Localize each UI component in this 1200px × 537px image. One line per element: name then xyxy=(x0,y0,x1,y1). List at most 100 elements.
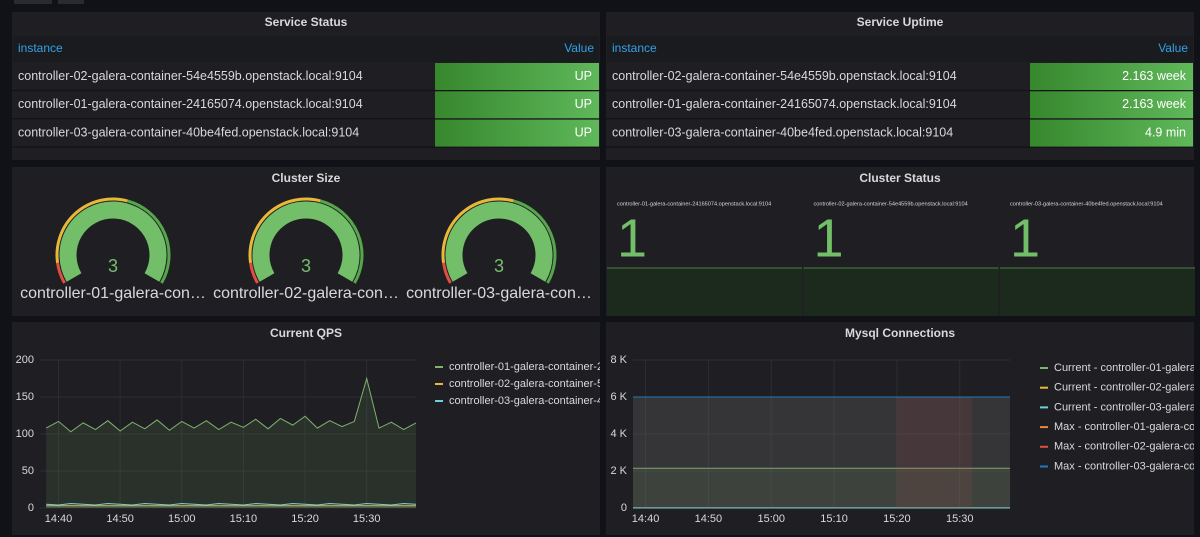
y-tick-label: 2 K xyxy=(610,465,627,477)
column-header: instance xyxy=(18,41,63,55)
cell-instance: controller-03-galera-container-40be4fed.… xyxy=(612,125,953,139)
cell-value: 4.9 min xyxy=(1145,125,1186,139)
cell-value: UP xyxy=(575,125,592,139)
y-tick-label: 0 xyxy=(621,502,627,514)
gauge-threshold xyxy=(248,197,321,264)
series-area xyxy=(633,397,1010,508)
x-tick-label: 15:10 xyxy=(230,513,258,525)
stat-label: controller-01-galera-container-24165074.… xyxy=(617,201,771,207)
table-header-bg xyxy=(13,36,599,62)
cell-value: 2.163 week xyxy=(1122,97,1187,111)
stat-label: controller-02-galera-container-54e4559b.… xyxy=(814,201,968,207)
cell-instance: controller-01-galera-container-24165074.… xyxy=(612,97,957,111)
stat-value: 1 xyxy=(617,208,647,268)
x-tick-label: 14:40 xyxy=(632,513,660,525)
legend-label: Max - controller-01-galera-cont xyxy=(1054,421,1200,433)
y-tick-label: 150 xyxy=(16,391,34,403)
gauge-threshold xyxy=(127,199,171,284)
gauge-track xyxy=(252,201,360,282)
value-cell xyxy=(435,119,599,147)
cell-instance: controller-01-galera-container-24165074.… xyxy=(18,97,363,111)
gauge-threshold xyxy=(249,262,259,284)
column-header: Value xyxy=(1158,41,1188,55)
cell-instance: controller-02-galera-container-54e4559b.… xyxy=(612,69,957,83)
legend-label: Current - controller-01-galera-co xyxy=(1054,362,1200,374)
y-tick-label: 0 xyxy=(28,502,34,514)
panel-title: Cluster Size xyxy=(272,171,341,185)
legend-label: controller-02-galera-container-54e xyxy=(449,378,615,390)
series-area xyxy=(896,397,973,508)
stat-value: 1 xyxy=(1010,208,1040,268)
panel xyxy=(12,167,600,316)
value-cell xyxy=(1030,119,1193,147)
gauge-track xyxy=(445,201,553,282)
y-tick-label: 100 xyxy=(16,428,34,440)
series-area xyxy=(633,397,1010,508)
stat-spark-area xyxy=(607,268,802,316)
legend-label: Max - controller-02-galera-cont xyxy=(1054,441,1200,453)
chart: 0 2 K 4 K 6 K 8 K 14:40 14:50 15:00 15:10 15:20 15… xyxy=(610,354,1200,525)
value-cell xyxy=(1030,63,1193,90)
x-tick-label: 15:10 xyxy=(820,513,848,525)
stat-label: controller-03-galera-container-40be4fed.… xyxy=(1010,201,1163,207)
cell-value: 2.163 week xyxy=(1122,69,1187,83)
value-cell xyxy=(435,91,599,119)
panel-title: Service Uptime xyxy=(857,15,944,29)
cell-value: UP xyxy=(575,97,592,111)
gauge-threshold xyxy=(442,262,452,284)
legend-label: Max - controller-03-galera-cont xyxy=(1054,460,1200,472)
gauge-value: 3 xyxy=(494,256,504,276)
gauge-label: controller-03-galera-con… xyxy=(406,285,592,302)
stat-spark-area xyxy=(803,268,999,316)
x-tick-label: 15:00 xyxy=(757,513,785,525)
x-tick-label: 15:30 xyxy=(353,513,381,525)
gauge-label: controller-02-galera-con… xyxy=(213,285,399,302)
cell-instance: controller-03-galera-container-40be4fed.… xyxy=(18,125,359,139)
panel-title: Cluster Status xyxy=(859,171,941,185)
gauge-threshold xyxy=(441,197,514,264)
x-tick-label: 15:00 xyxy=(168,513,196,525)
x-tick-label: 15:30 xyxy=(946,513,974,525)
legend-label: Current - controller-02-galera-co xyxy=(1054,382,1200,394)
y-tick-label: 50 xyxy=(22,465,34,477)
table-header-bg xyxy=(607,36,1193,62)
y-tick-label: 6 K xyxy=(610,391,627,403)
toolbar-button[interactable] xyxy=(58,0,84,4)
panel-title: Current QPS xyxy=(270,326,342,340)
x-tick-label: 14:40 xyxy=(45,513,73,525)
y-tick-label: 200 xyxy=(16,354,34,366)
gauge-label: controller-01-galera-con… xyxy=(20,285,206,302)
gauge-threshold xyxy=(513,199,557,284)
legend-label: controller-01-galera-container-241 xyxy=(449,361,615,373)
series-line xyxy=(45,376,417,433)
series-area xyxy=(46,505,416,508)
value-cell xyxy=(1030,91,1193,119)
x-tick-label: 15:20 xyxy=(291,513,319,525)
gauge-threshold xyxy=(55,197,128,264)
toolbar-button[interactable] xyxy=(14,0,52,4)
stat-value: 1 xyxy=(814,208,844,268)
gauge-track xyxy=(59,201,167,282)
series-area xyxy=(633,468,1010,508)
x-tick-label: 14:50 xyxy=(106,513,134,525)
value-cell xyxy=(435,63,599,90)
stat-spark-area xyxy=(1000,268,1195,316)
gauge-threshold xyxy=(56,262,66,284)
gauge-value: 3 xyxy=(301,256,311,276)
legend-label: controller-03-galera-container-40b xyxy=(449,395,615,407)
y-tick-label: 8 K xyxy=(610,354,627,366)
series-area xyxy=(46,378,416,508)
panel xyxy=(606,322,1194,535)
panel xyxy=(12,322,600,535)
x-tick-label: 15:20 xyxy=(883,513,911,525)
legend-label: Current - controller-03-galera-co xyxy=(1054,401,1200,413)
gauge-threshold xyxy=(320,199,364,284)
panel-title: Service Status xyxy=(265,15,348,29)
gauge-value: 3 xyxy=(108,256,118,276)
panel-title: Mysql Connections xyxy=(845,326,955,340)
y-tick-label: 4 K xyxy=(610,428,627,440)
series-line xyxy=(46,503,417,506)
cell-value: UP xyxy=(575,69,592,83)
